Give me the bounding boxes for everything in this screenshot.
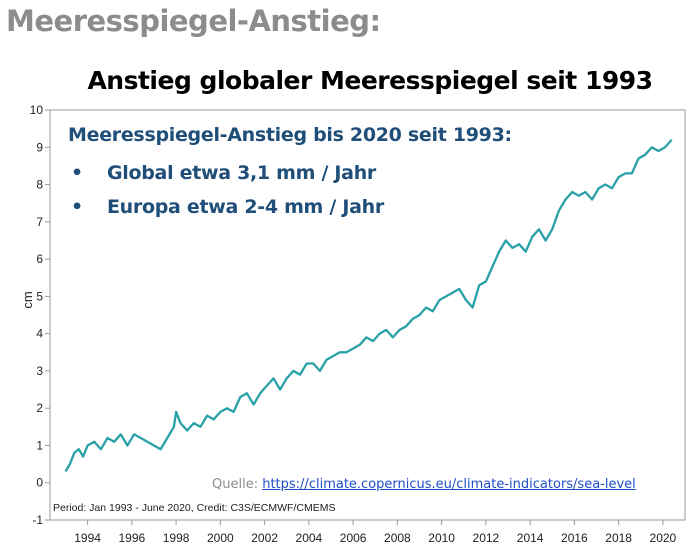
x-axis: 1994 1996 1998 2000 2002 2004 2006 2008 2010 2012… — [74, 520, 677, 545]
y-tick-label: 7 — [36, 215, 43, 229]
y-tick-label: 8 — [36, 178, 43, 192]
x-tick-label: 2010 — [428, 531, 455, 545]
bullet-text: Global etwa 3,1 mm / Jahr — [107, 162, 376, 184]
y-axis-label: cm — [20, 291, 35, 308]
source-label: Quelle: — [212, 477, 259, 492]
y-tick-label: 2 — [36, 401, 43, 415]
annotation-title: Meeresspiegel-Anstieg bis 2020 seit 1993… — [68, 124, 512, 146]
x-tick-label: 2004 — [296, 531, 323, 545]
bullet-global: • Global etwa 3,1 mm / Jahr — [68, 156, 512, 190]
bullet-europe: • Europa etwa 2-4 mm / Jahr — [68, 190, 512, 224]
x-tick-label: 1998 — [163, 531, 190, 545]
x-tick-label: 2012 — [473, 531, 500, 545]
x-tick-label: 2000 — [207, 531, 234, 545]
y-tick-label: 9 — [36, 140, 43, 154]
y-tick-label: 6 — [36, 252, 43, 266]
bullet-marker: • — [71, 162, 83, 184]
source-link[interactable]: https://climate.copernicus.eu/climate-in… — [262, 477, 636, 492]
y-tick-label: 3 — [36, 364, 43, 378]
source-line: Quelle: https://climate.copernicus.eu/cl… — [212, 477, 636, 492]
global-sea-level-line — [64, 139, 673, 473]
y-tick-label: 10 — [30, 103, 44, 117]
page-heading: Meeresspiegel-Anstieg: — [6, 4, 381, 38]
y-tick-label: 5 — [36, 289, 43, 303]
plot-frame — [49, 109, 686, 521]
x-tick-label: 2020 — [650, 531, 677, 545]
y-tick-label: -1 — [32, 513, 43, 527]
x-tick-label: 2008 — [384, 531, 411, 545]
x-tick-label: 2018 — [605, 531, 632, 545]
period-credit-note: Period: Jan 1993 - June 2020, Credit: C3… — [53, 502, 335, 514]
chart-title: Anstieg globaler Meeresspiegel seit 1993 — [87, 66, 653, 95]
y-tick-label: 4 — [36, 327, 43, 341]
x-tick-label: 1994 — [74, 531, 101, 545]
x-tick-label: 2014 — [517, 531, 544, 545]
annotation-box: Meeresspiegel-Anstieg bis 2020 seit 1993… — [68, 124, 512, 224]
x-tick-label: 2002 — [251, 531, 278, 545]
y-tick-label: 1 — [36, 438, 43, 452]
y-tick-label: 0 — [36, 476, 43, 490]
bullet-text: Europa etwa 2-4 mm / Jahr — [107, 196, 384, 218]
y-axis: -1 0 1 2 3 4 5 6 7 8 9 10 — [30, 103, 50, 527]
x-tick-label: 1996 — [119, 531, 146, 545]
x-tick-label: 2016 — [561, 531, 588, 545]
bullet-marker: • — [71, 196, 83, 218]
x-tick-label: 2006 — [340, 531, 367, 545]
